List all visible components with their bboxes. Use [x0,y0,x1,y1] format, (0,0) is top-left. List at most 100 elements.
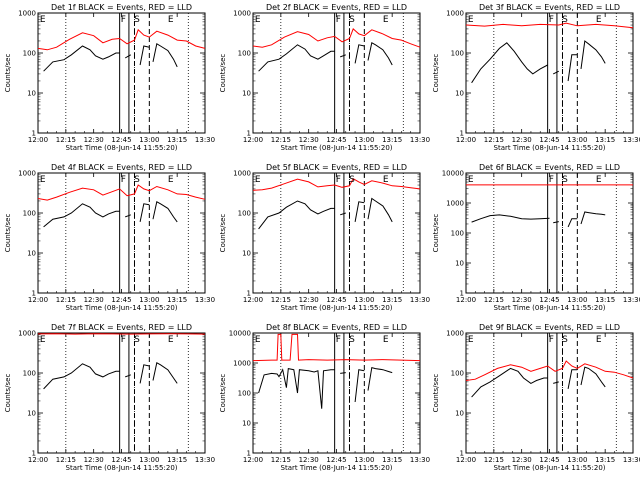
interval-label: E [255,175,261,185]
plot-frame [37,332,206,454]
x-tick-label: 13:30 [623,456,640,464]
x-tick-label: 13:00 [354,136,374,144]
y-tick-label: 1000 [18,330,36,338]
y-tick-label: 10 [242,90,251,98]
series-line-lld [465,22,634,29]
x-tick-label: 13:15 [382,456,402,464]
plot-frame [465,172,634,294]
series-line-lld [252,333,421,362]
interval-label: E [383,335,389,345]
y-tick-label: 1000 [18,170,36,178]
series-line-events [258,44,335,72]
y-tick-label: 1 [460,290,464,298]
x-tick-label: 13:30 [195,136,215,144]
series-line-events [258,200,335,230]
x-tick-label: 12:45 [111,296,131,304]
series-line-events [553,381,559,384]
series-line-events [354,44,365,64]
chart-panel-4: Det 4f BLACK = Events, RED = LLD 12:00 12:… [4,163,215,312]
x-tick-label: 13:15 [382,136,402,144]
x-tick-label: 12:45 [326,296,346,304]
plot-frame [252,332,421,454]
interval-label: S [562,335,568,345]
series-line-events [553,221,559,224]
y-tick-label: 10 [27,90,36,98]
x-axis-label: Start Time (08-Jun-14 11:55:20) [281,464,393,472]
y-tick-label: 100 [451,230,464,238]
interval-label: F [549,15,554,25]
x-tick-label: 12:00 [456,296,476,304]
interval-label: S [134,175,140,185]
plot-frame [37,12,206,134]
y-axis-label: Counts/sec [219,374,227,413]
y-axis-label: Counts/sec [4,214,12,253]
x-axis-label: Start Time (08-Jun-14 11:55:20) [494,304,606,312]
interval-label: F [336,335,341,345]
chart-title: Det 7f BLACK = Events, RED = LLD [51,323,192,332]
y-tick-label: 1000 [233,360,251,368]
series-line-lld [252,28,421,48]
x-tick-label: 12:30 [512,136,532,144]
chart-panel-3: Det 3f BLACK = Events, RED = LLD 12:00 12:… [432,3,640,152]
x-tick-label: 12:15 [56,136,76,144]
series-line-events [580,40,606,69]
interval-label: E [468,175,474,185]
chart-title: Det 6f BLACK = Events, RED = LLD [479,163,620,172]
interval-label: F [549,175,554,185]
y-tick-label: 1 [247,130,251,138]
y-tick-label: 1000 [18,10,36,18]
x-tick-label: 13:15 [595,456,615,464]
series-line-events [124,54,132,59]
chart-title: Det 1f BLACK = Events, RED = LLD [51,3,192,12]
x-tick-label: 12:15 [56,296,76,304]
x-tick-label: 12:45 [111,456,131,464]
x-tick-label: 12:00 [28,136,48,144]
y-axis-label: Counts/sec [432,214,440,253]
y-axis-label: Counts/sec [432,374,440,413]
x-tick-label: 12:00 [243,296,263,304]
interval-label: S [134,335,140,345]
x-tick-label: 13:00 [567,456,587,464]
x-tick-label: 12:15 [271,296,291,304]
interval-label: E [468,15,474,25]
y-axis-label: Counts/sec [4,374,12,413]
y-tick-label: 100 [451,50,464,58]
interval-label: S [349,335,355,345]
x-tick-label: 13:30 [410,136,430,144]
series-line-events [43,363,120,390]
series-line-events [567,54,578,82]
x-tick-label: 12:30 [299,296,319,304]
y-tick-label: 10 [455,410,464,418]
x-tick-label: 13:30 [623,136,640,144]
y-tick-label: 100 [238,50,251,58]
x-tick-label: 13:15 [595,296,615,304]
series-line-lld [252,178,421,191]
series-line-lld [37,28,206,51]
y-axis-label: Counts/sec [219,54,227,93]
x-tick-label: 13:00 [139,136,159,144]
chart-title: Det 9f BLACK = Events, RED = LLD [479,323,620,332]
x-tick-label: 13:30 [195,296,215,304]
x-tick-label: 12:00 [28,456,48,464]
plot-frame [465,332,634,454]
chart-title: Det 2f BLACK = Events, RED = LLD [266,3,407,12]
y-tick-label: 1000 [446,200,464,208]
series-line-events [580,366,606,388]
y-tick-label: 1000 [233,10,251,18]
x-tick-label: 12:15 [56,456,76,464]
x-axis-label: Start Time (08-Jun-14 11:55:20) [281,304,393,312]
x-tick-label: 12:00 [456,456,476,464]
y-axis-label: Counts/sec [219,214,227,253]
interval-label: S [562,175,568,185]
interval-label: E [255,15,261,25]
y-tick-label: 1 [247,450,251,458]
series-line-events [340,54,346,58]
chart-panel-7: Det 7f BLACK = Events, RED = LLD 12:00 12:… [4,323,215,472]
interval-label: F [549,335,554,345]
y-tick-label: 1000 [446,330,464,338]
chart-panel-8: Det 8f BLACK = Events, RED = LLD 12:00 12:… [219,323,430,472]
interval-label: E [383,15,389,25]
y-tick-label: 100 [23,210,36,218]
x-tick-label: 13:15 [382,296,402,304]
y-tick-label: 1 [247,290,251,298]
